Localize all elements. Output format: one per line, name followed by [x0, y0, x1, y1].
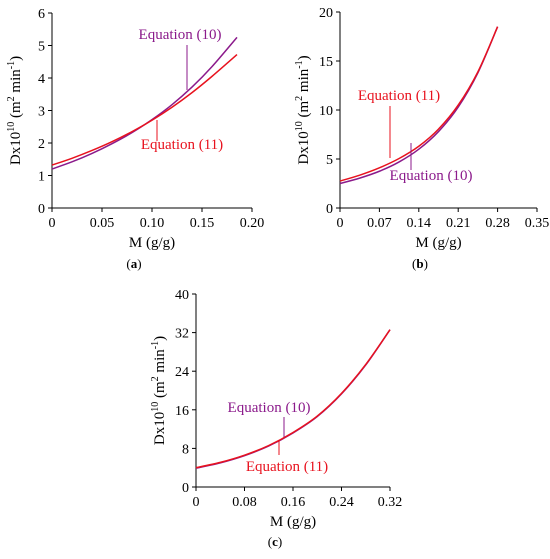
x-axis-label: M (g/g) [270, 514, 316, 530]
annotation-label: Equation (10) [228, 400, 311, 416]
x-tick-label: 0 [337, 216, 344, 231]
y-tick-label: 15 [319, 55, 333, 70]
annotation-label: Equation (11) [246, 459, 328, 475]
panel-caption: (c) [268, 534, 282, 549]
x-tick-label: 0.15 [190, 216, 215, 231]
x-tick-label: 0.10 [140, 216, 165, 231]
chart-panel-a: 0 0.05 0.10 0.15 0.20 0 1 2 3 4 5 6 M (g/g) Dx1010 (m… [6, 7, 264, 271]
y-axis-label: Dx1010 (m2 min-1) [150, 336, 168, 445]
x-tick-label: 0.08 [232, 495, 257, 510]
x-tick-label: 0 [49, 216, 56, 231]
x-axis-label: M (g/g) [129, 235, 175, 251]
x-axis-label: M (g/g) [415, 235, 461, 251]
x-tick-label: 0.07 [367, 216, 392, 231]
y-tick-label: 5 [326, 153, 333, 168]
x-tick-label: 0.21 [446, 216, 471, 231]
series-line-equation-11 [339, 26, 499, 182]
series-line-equation-11 [51, 54, 238, 166]
y-tick-label: 16 [175, 404, 189, 419]
y-tick-label: 2 [38, 137, 45, 152]
annotation-label: Equation (11) [141, 137, 223, 153]
y-tick-label: 0 [182, 481, 189, 496]
y-axis-label: Dx1010 (m2 min-1) [6, 56, 24, 165]
panel-caption: (a) [126, 256, 141, 271]
y-tick-label: 8 [182, 442, 189, 457]
y-axis-label: Dx1010 (m2 min-1) [294, 55, 312, 164]
y-tick-label: 40 [175, 288, 189, 303]
y-tick-label: 0 [326, 202, 333, 217]
y-tick-label: 6 [38, 7, 45, 22]
chart-panel-b: 0 0.07 0.14 0.21 0.28 0.35 0 5 10 15 20 M (g/g) Dx10… [294, 6, 549, 271]
y-tick-label: 1 [38, 170, 45, 185]
x-tick-label: 0.05 [90, 216, 115, 231]
y-tick-label: 5 [38, 40, 45, 55]
y-tick-label: 0 [38, 202, 45, 217]
series-line-equation-10 [195, 329, 391, 469]
y-tick-label: 4 [38, 72, 45, 87]
chart-panel-c: 0 0.08 0.16 0.24 0.32 0 8 16 24 32 40 M (g/g) Dx1010… [150, 288, 402, 549]
y-tick-label: 24 [175, 365, 189, 380]
x-tick-label: 0.14 [407, 216, 432, 231]
y-tick-label: 3 [38, 105, 45, 120]
x-tick-label: 0.20 [240, 216, 265, 231]
x-tick-label: 0.35 [525, 216, 550, 231]
x-tick-label: 0.32 [378, 495, 403, 510]
y-tick-label: 10 [319, 104, 333, 119]
annotation-label: Equation (10) [139, 27, 222, 43]
annotation-label: Equation (10) [390, 168, 473, 184]
x-tick-label: 0.24 [329, 495, 354, 510]
y-tick-label: 32 [175, 327, 189, 342]
series-line-equation-10 [339, 26, 499, 185]
series-line-equation-11 [195, 329, 391, 469]
y-tick-label: 20 [319, 6, 333, 21]
annotation-label: Equation (11) [358, 88, 440, 104]
x-tick-label: 0.16 [281, 495, 306, 510]
x-tick-label: 0 [193, 495, 200, 510]
panel-caption: (b) [412, 256, 428, 271]
x-tick-label: 0.28 [485, 216, 510, 231]
